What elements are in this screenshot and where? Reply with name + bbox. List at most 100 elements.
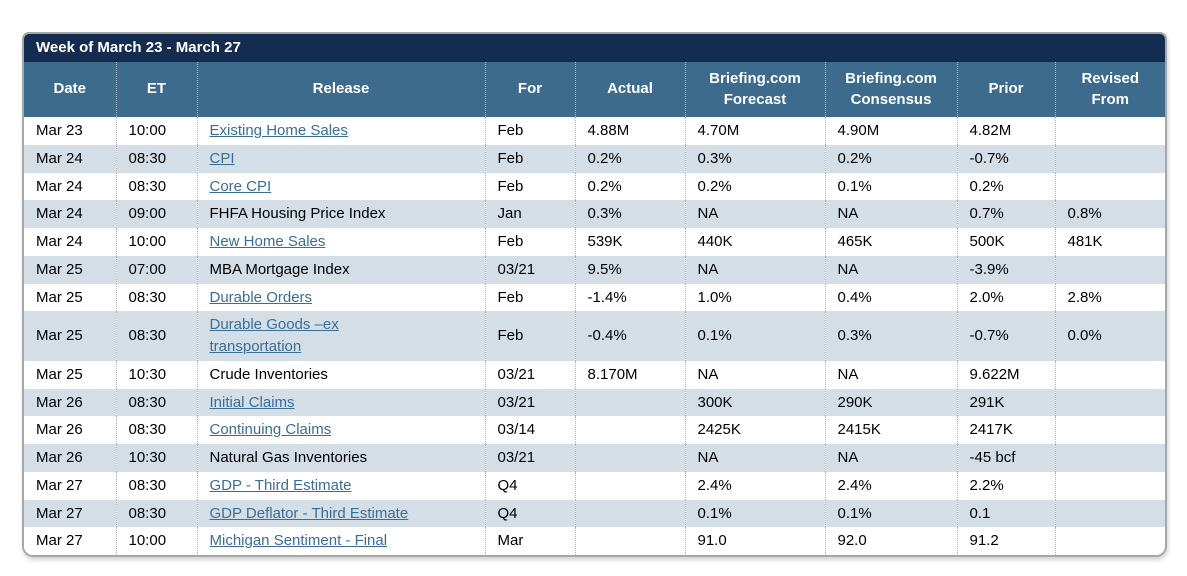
cell-for: Feb (484, 283, 575, 312)
cell-forecast: NA (684, 360, 825, 389)
cell-actual (574, 388, 685, 417)
column-header-actual: Actual (574, 62, 685, 117)
cell-for: Jan (484, 200, 575, 228)
cell-for: 03/21 (484, 388, 575, 417)
cell-actual (574, 527, 685, 555)
cell-consensus: 4.90M (824, 117, 957, 145)
cell-revised (1054, 527, 1165, 555)
cell-release: Crude Inventories (196, 360, 485, 389)
cell-consensus: 465K (824, 228, 957, 256)
cell-consensus: NA (824, 444, 957, 472)
cell-revised: 0.8% (1054, 200, 1165, 228)
cell-forecast: 4.70M (684, 117, 825, 145)
release-link[interactable]: CPI (209, 149, 235, 167)
cell-forecast: 0.2% (684, 172, 825, 201)
calendar-table: Date ET Release For Actual Briefing.com … (24, 62, 1165, 555)
column-header-prior: Prior (956, 62, 1055, 117)
title-bar: Week of March 23 - March 27 (24, 34, 1165, 62)
cell-et: 10:00 (115, 117, 197, 145)
cell-for: Feb (484, 117, 575, 145)
cell-consensus: 0.1% (824, 499, 957, 528)
release-text: FHFA Housing Price Index (209, 205, 386, 223)
release-link[interactable]: Continuing Claims (209, 421, 332, 439)
cell-consensus: 0.4% (824, 283, 957, 312)
table-row: Mar 27 10:00 Michigan Sentiment - Final Mar… (24, 527, 1165, 555)
cell-actual: -1.4% (574, 283, 685, 312)
cell-for: 03/21 (484, 360, 575, 389)
cell-forecast: 2425K (684, 416, 825, 444)
cell-forecast: 440K (684, 228, 825, 256)
table-row: Mar 25 10:30 Crude Inventories 03/21 8.170M N… (24, 360, 1165, 389)
cell-et: 10:30 (115, 360, 197, 389)
cell-for: Feb (484, 172, 575, 201)
cell-date: Mar 27 (36, 476, 83, 494)
cell-actual (574, 444, 685, 472)
cell-actual: 0.3% (574, 200, 685, 228)
cell-date: Mar 25 (36, 327, 83, 345)
table-row: Mar 25 07:00 MBA Mortgage Index 03/21 9.5% NA… (24, 255, 1165, 284)
cell-prior: 0.7% (956, 200, 1055, 228)
cell-prior: 9.622M (956, 360, 1055, 389)
release-link[interactable]: New Home Sales (209, 233, 326, 250)
cell-et: 07:00 (115, 255, 197, 284)
cell-actual: 4.88M (574, 117, 685, 145)
cell-date: Mar 26 (36, 449, 83, 466)
release-link[interactable]: Durable Goods –ex transportation (209, 316, 339, 355)
cell-revised (1054, 416, 1165, 444)
release-text: MBA Mortgage Index (209, 260, 350, 278)
cell-forecast: NA (684, 444, 825, 472)
release-text: Natural Gas Inventories (209, 449, 368, 466)
cell-consensus: 0.3% (824, 311, 957, 361)
release-link[interactable]: Core CPI (209, 177, 272, 195)
cell-revised (1054, 388, 1165, 417)
cell-release: GDP Deflator - Third Estimate (196, 499, 485, 528)
cell-revised (1054, 499, 1165, 528)
cell-et: 10:30 (115, 444, 197, 472)
cell-for: Feb (484, 311, 575, 361)
cell-revised (1054, 144, 1165, 173)
cell-consensus: 2415K (824, 416, 957, 444)
cell-consensus: NA (824, 200, 957, 228)
cell-forecast: 300K (684, 388, 825, 417)
cell-consensus: 290K (824, 388, 957, 417)
cell-et: 08:30 (115, 172, 197, 201)
release-link[interactable]: Durable Orders (209, 288, 313, 306)
cell-date: Mar 27 (36, 532, 83, 550)
table-row: Mar 24 09:00 FHFA Housing Price Index Jan 0.… (24, 200, 1165, 228)
release-link[interactable]: Existing Home Sales (209, 122, 348, 139)
release-link[interactable]: GDP - Third Estimate (209, 476, 352, 494)
cell-prior: 0.2% (956, 172, 1055, 201)
release-link[interactable]: Initial Claims (209, 393, 295, 411)
table-row: Mar 26 08:30 Continuing Claims 03/14 2425K 24… (24, 416, 1165, 444)
cell-prior: 2417K (956, 416, 1055, 444)
cell-revised: 2.8% (1054, 283, 1165, 312)
cell-release: CPI (196, 144, 485, 173)
cell-revised: 481K (1054, 228, 1165, 256)
cell-prior: -0.7% (956, 144, 1055, 173)
cell-release: FHFA Housing Price Index (196, 200, 485, 228)
table-header: Date ET Release For Actual Briefing.com … (24, 62, 1165, 117)
cell-forecast: 2.4% (684, 471, 825, 500)
cell-date: Mar 24 (36, 205, 83, 223)
cell-date: Mar 23 (36, 122, 83, 139)
cell-date: Mar 25 (36, 260, 83, 278)
release-link[interactable]: GDP Deflator - Third Estimate (209, 504, 409, 522)
cell-consensus: 0.1% (824, 172, 957, 201)
column-header-et: ET (115, 62, 197, 117)
release-link[interactable]: Michigan Sentiment - Final (209, 532, 388, 550)
release-text: Crude Inventories (209, 365, 328, 383)
cell-et: 09:00 (115, 200, 197, 228)
cell-prior: 291K (956, 388, 1055, 417)
cell-forecast: NA (684, 255, 825, 284)
cell-prior: 2.0% (956, 283, 1055, 312)
cell-release: Durable Goods –ex transportation (196, 311, 485, 361)
cell-date: Mar 26 (36, 421, 83, 439)
cell-prior: 0.1 (956, 499, 1055, 528)
cell-actual: -0.4% (574, 311, 685, 361)
cell-forecast: NA (684, 200, 825, 228)
cell-date: Mar 24 (36, 233, 83, 250)
cell-consensus: 2.4% (824, 471, 957, 500)
column-header-date: Date (24, 62, 116, 117)
table-row: Mar 27 08:30 GDP - Third Estimate Q4 2.4% 2.4… (24, 471, 1165, 500)
cell-release: Continuing Claims (196, 416, 485, 444)
